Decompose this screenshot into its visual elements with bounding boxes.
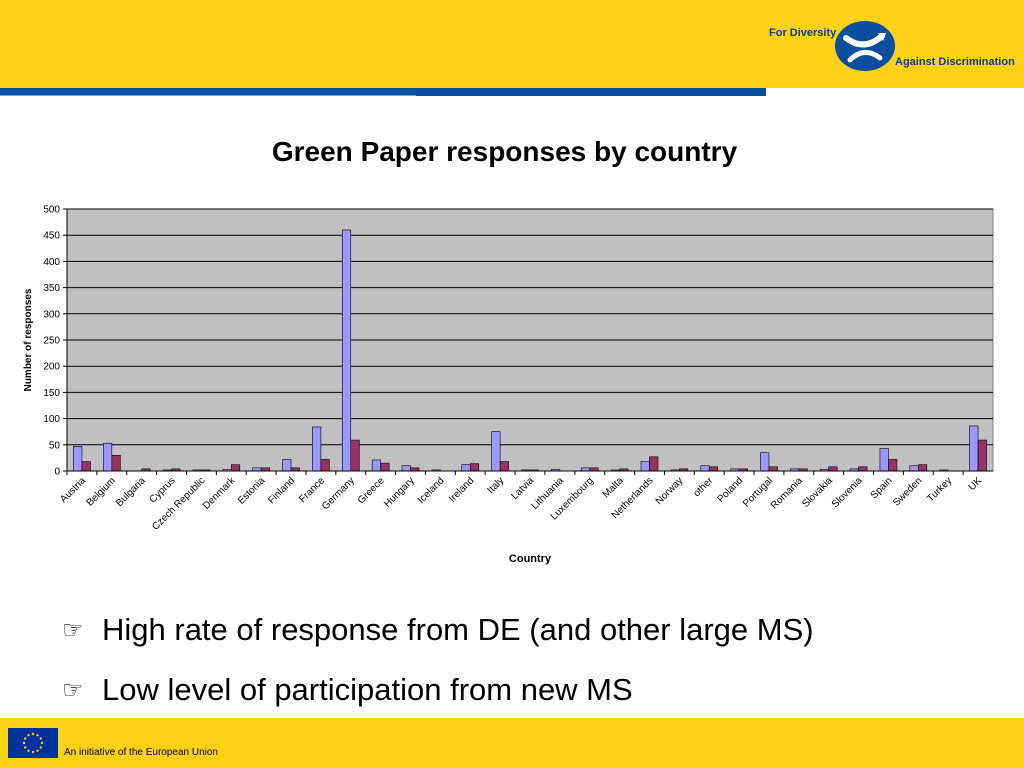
x-tick-label: Sweden [891,475,924,508]
eu-star-icon [39,746,42,749]
pointing-hand-icon: ☞ [62,676,84,704]
pointing-hand-icon: ☞ [62,616,84,644]
x-tick-label: Norway [654,475,686,507]
bar [341,229,352,472]
eu-star-icon [24,737,27,740]
bar [491,431,501,472]
bar [708,466,719,472]
bar [828,466,838,472]
y-tick-label: 100 [43,414,60,425]
footer-text: An initiative of the European Union [64,747,218,758]
header-rule [0,88,416,95]
y-tick-label: 500 [43,205,60,216]
header-rule-right [416,88,766,96]
bar [380,462,390,472]
diversity-logo-icon [835,21,895,71]
y-tick-label: 400 [43,257,60,268]
bullet-item: ☞ Low level of participation from new MS [62,660,1002,720]
x-tick-label: Turkey [925,475,954,504]
x-tick-label: Slovakia [800,475,835,510]
y-tick-label: 50 [49,440,61,451]
x-tick-label: Germany [320,475,357,512]
x-tick-label: Romania [769,475,805,511]
eu-star-icon [31,750,35,754]
x-tick-label: Italy [486,475,507,496]
y-tick-label: 200 [43,362,60,373]
header-rule-thin [0,95,416,96]
y-axis-label: Number of responses [23,288,34,391]
logo-text-bottom: Against Discrimination [895,56,1015,68]
footer-band [0,718,1024,768]
bar [969,425,979,472]
x-tick-label: Denmark [201,475,238,512]
eu-flag-icon [8,728,58,758]
bar [909,465,919,472]
bar [312,426,322,472]
bullet-text: High rate of response from DE (and other… [102,612,814,647]
eu-star-icon [27,749,30,752]
bar [768,466,778,472]
bar [320,459,330,472]
bar [879,448,889,472]
eu-star-icon [22,741,26,745]
x-tick-label: Finland [266,475,297,506]
x-tick-label: Belgium [85,475,118,508]
bar [103,442,113,472]
bar [401,465,411,472]
y-tick-label: 350 [43,283,60,294]
bar [649,456,659,472]
y-tick-label: 300 [43,309,60,320]
bullet-list: ☞ High rate of response from DE (and oth… [62,600,1002,720]
bar [350,439,360,472]
x-tick-label: Iceland [416,475,447,506]
x-tick-label: Malta [601,475,626,500]
eu-star-icon [39,737,42,740]
x-tick-label: Latvia [509,475,536,502]
bar [111,454,121,472]
eu-star-icon [31,732,35,736]
bar [371,459,381,472]
x-tick-label: other [691,475,715,499]
x-tick-label: Bulgaria [114,475,148,509]
bar [760,452,770,472]
bar [461,464,471,472]
x-tick-label: UK [967,475,985,493]
bar-chart: 050100150200250300350400450500AustriaBel… [23,205,994,565]
x-tick-label: Ireland [447,475,476,504]
x-axis-label: Country [509,553,552,565]
x-tick-label: Estonia [236,475,268,507]
bar [977,439,987,472]
chart-title: Green Paper responses by country [271,136,738,167]
x-tick-label: Slovenia [830,475,865,510]
logo-text-top: For Diversity [769,27,837,39]
x-tick-label: Hungary [382,475,417,510]
y-tick-label: 0 [54,467,60,478]
y-tick-label: 250 [43,336,60,347]
bar [700,465,710,472]
bar [888,459,898,472]
bar [499,461,509,472]
eu-star-icon [40,741,44,745]
eu-star-icon [24,746,27,749]
bar [81,461,91,472]
bar [73,446,83,472]
bullet-item: ☞ High rate of response from DE (and oth… [62,600,1002,660]
bar [918,464,928,472]
bar [858,466,868,472]
x-tick-label: Czech Republic [150,475,207,532]
eu-star-icon [36,734,39,737]
bullet-text: Low level of participation from new MS [102,672,633,707]
bar [230,464,241,472]
bar [282,459,292,472]
eu-star-icon [27,734,30,737]
x-tick-label: Spain [869,475,895,501]
bar [640,461,650,472]
y-tick-label: 450 [43,231,60,242]
eu-star-icon [36,749,39,752]
y-tick-label: 150 [43,388,60,399]
bar [469,463,480,472]
